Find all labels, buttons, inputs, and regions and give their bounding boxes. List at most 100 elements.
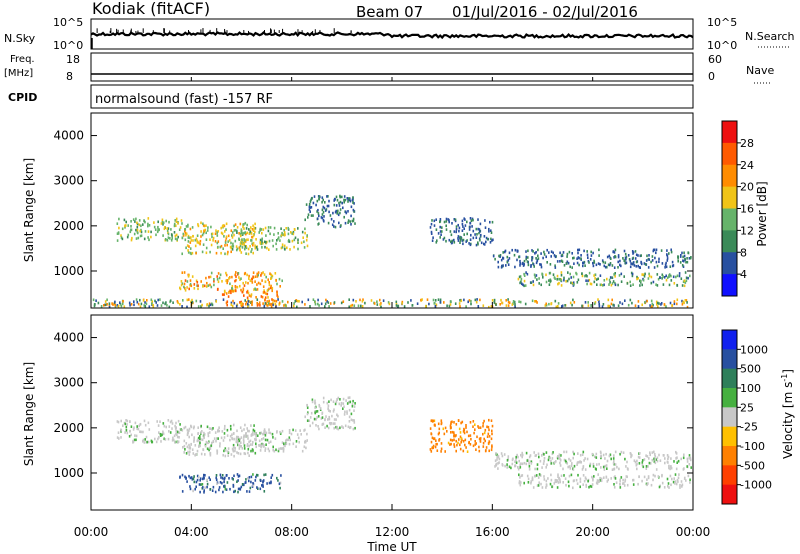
heatmap-cell	[193, 287, 196, 290]
heatmap-cell	[439, 236, 441, 239]
heatmap-cell	[638, 266, 641, 269]
heatmap-cell	[495, 303, 497, 306]
heatmap-cell	[246, 434, 249, 438]
heatmap-cell	[133, 303, 135, 307]
heatmap-cell	[281, 231, 283, 235]
heatmap-cell	[184, 289, 187, 292]
heatmap-cell	[313, 417, 316, 421]
heatmap-cell	[429, 226, 432, 229]
heatmap-cell	[230, 229, 233, 232]
heatmap-cell	[235, 304, 238, 308]
heatmap-cell	[519, 264, 521, 267]
heatmap-cell	[242, 441, 245, 445]
heatmap-cell	[450, 422, 452, 426]
heatmap-cell	[226, 428, 229, 432]
heatmap-cell	[144, 305, 147, 308]
heatmap-cell	[652, 280, 655, 284]
velocity-colorbar-tick-label: 100	[740, 382, 761, 395]
heatmap-cell	[688, 457, 691, 460]
heatmap-cell	[436, 449, 439, 452]
heatmap-cell	[231, 477, 234, 480]
heatmap-cell	[439, 218, 442, 221]
heatmap-cell	[263, 289, 265, 292]
heatmap-cell	[156, 420, 158, 423]
heatmap-cell	[520, 280, 522, 284]
heatmap-cell	[199, 477, 202, 480]
nave-tick-top: 60	[708, 53, 722, 66]
heatmap-cell	[661, 262, 664, 265]
heatmap-cell	[533, 273, 536, 277]
heatmap-cell	[571, 303, 573, 307]
heatmap-cell	[243, 444, 246, 447]
heatmap-cell	[324, 426, 326, 429]
heatmap-cell	[538, 277, 540, 280]
heatmap-cell	[216, 278, 219, 281]
heatmap-cell	[653, 450, 655, 454]
heatmap-cell	[348, 408, 351, 412]
heatmap-cell	[609, 263, 611, 267]
heatmap-cell	[224, 424, 226, 428]
heatmap-cell	[275, 278, 277, 282]
heatmap-cell	[455, 230, 457, 234]
heatmap-cell	[620, 476, 623, 479]
heatmap-cell	[237, 443, 239, 447]
heatmap-cell	[148, 224, 151, 227]
heatmap-cell	[127, 224, 129, 227]
heatmap-cell	[254, 479, 257, 482]
heatmap-cell	[567, 261, 570, 265]
heatmap-cell	[314, 300, 316, 303]
heatmap-cell	[537, 257, 540, 260]
heatmap-cell	[246, 296, 249, 300]
heatmap-cell	[218, 429, 221, 433]
heatmap-cell	[230, 241, 232, 245]
heatmap-cell	[478, 231, 480, 235]
heatmap-cell	[587, 301, 589, 304]
heatmap-cell	[288, 238, 290, 242]
heatmap-cell	[670, 248, 672, 252]
heatmap-cell	[326, 300, 328, 303]
heatmap-cell	[439, 230, 442, 233]
heatmap-cell	[609, 262, 612, 265]
heatmap-cell	[172, 301, 174, 304]
heatmap-cell	[559, 457, 561, 461]
heatmap-cell	[186, 445, 189, 449]
heatmap-cell	[328, 305, 330, 308]
heatmap-cell	[351, 303, 354, 307]
power-panel-frame	[90, 112, 694, 309]
heatmap-cell	[181, 429, 184, 432]
heatmap-cell	[274, 272, 277, 275]
heatmap-cell	[564, 477, 567, 480]
heatmap-cell	[454, 434, 456, 438]
heatmap-cell	[306, 244, 309, 248]
heatmap-cell	[469, 421, 472, 424]
heatmap-cell	[560, 273, 563, 277]
heatmap-cell	[225, 222, 228, 226]
heatmap-cell	[576, 261, 579, 265]
heatmap-cell	[245, 300, 248, 304]
heatmap-cell	[670, 250, 673, 254]
heatmap-cell	[572, 281, 575, 284]
heatmap-cell	[379, 303, 381, 306]
heatmap-cell	[256, 474, 259, 477]
heatmap-cell	[376, 300, 378, 303]
heatmap-cell	[188, 429, 190, 433]
heatmap-cell	[159, 432, 162, 436]
heatmap-cell	[494, 465, 496, 468]
heatmap-cell	[176, 430, 179, 434]
heatmap-cell	[557, 302, 560, 305]
heatmap-cell	[513, 253, 516, 257]
heatmap-cell	[444, 426, 447, 430]
heatmap-cell	[281, 243, 284, 246]
heatmap-cell	[664, 266, 666, 269]
heatmap-cell	[322, 210, 325, 214]
heatmap-cell	[310, 198, 312, 202]
heatmap-cell	[260, 295, 263, 298]
heatmap-cell	[213, 278, 215, 281]
heatmap-cell	[318, 304, 320, 307]
heatmap-cell	[247, 447, 250, 451]
heatmap-cell	[532, 280, 534, 283]
heatmap-cell	[240, 288, 242, 292]
heatmap-cell	[256, 473, 258, 477]
heatmap-cell	[269, 272, 271, 275]
heatmap-cell	[188, 427, 191, 431]
